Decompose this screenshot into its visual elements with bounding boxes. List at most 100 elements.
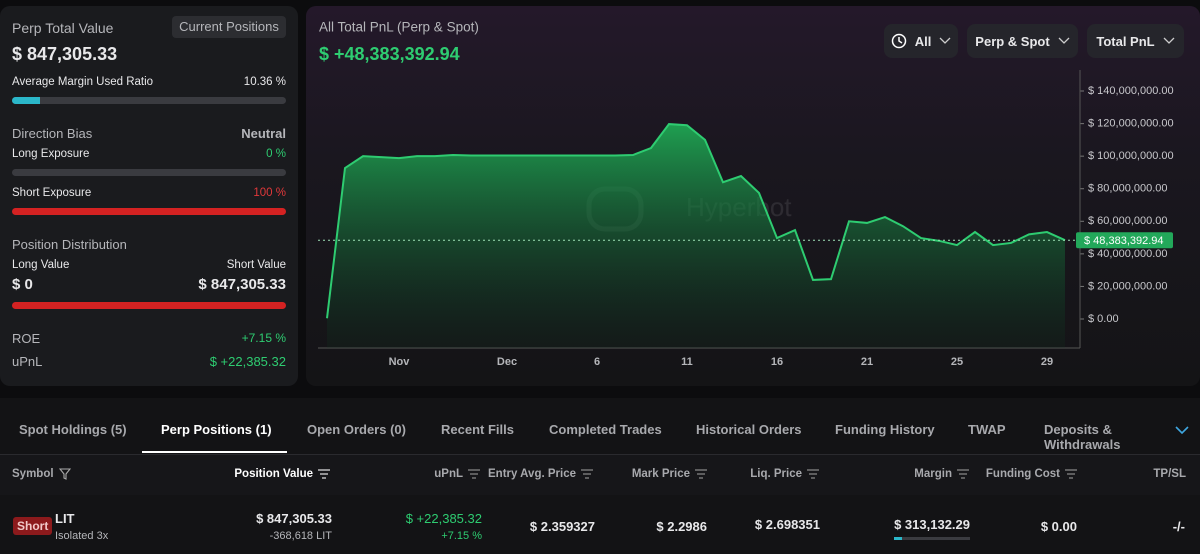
y-tick-label: $ 60,000,000.00 bbox=[1088, 215, 1168, 227]
range-button[interactable]: All bbox=[884, 24, 958, 58]
sort-icon bbox=[957, 469, 969, 479]
value: $ +22,385.32 bbox=[209, 354, 286, 369]
label: Long Exposure bbox=[12, 148, 90, 160]
x-tick-label: 25 bbox=[951, 356, 963, 368]
cell: $ 2.2986 bbox=[656, 519, 707, 534]
tab[interactable]: Open Orders (0) bbox=[307, 422, 406, 437]
margin-bar bbox=[12, 97, 286, 104]
tab[interactable]: Funding History bbox=[835, 422, 935, 437]
x-tick-label: Dec bbox=[497, 356, 517, 368]
side-badge: Short bbox=[13, 517, 53, 535]
cell: -368,618 LIT bbox=[269, 530, 332, 542]
column-header: TP/SL bbox=[1153, 468, 1186, 480]
tab[interactable]: Recent Fills bbox=[441, 422, 514, 437]
value: 100 % bbox=[253, 187, 286, 199]
column-header[interactable]: Liq. Price bbox=[750, 468, 819, 480]
tab-active[interactable]: Perp Positions (1) bbox=[161, 422, 272, 437]
x-tick-label: 29 bbox=[1041, 356, 1053, 368]
tabs-expand-icon[interactable] bbox=[1174, 424, 1190, 436]
range-label: All bbox=[914, 33, 932, 49]
x-tick-label: 11 bbox=[681, 356, 693, 368]
column-label: Entry Avg. Price bbox=[488, 468, 576, 480]
short-bar bbox=[12, 208, 286, 215]
value: Neutral bbox=[241, 126, 286, 141]
current-positions-button[interactable]: Current Positions bbox=[172, 16, 286, 38]
x-tick-label: 6 bbox=[594, 356, 600, 368]
y-tick-label: $ 140,000,000.00 bbox=[1088, 85, 1174, 97]
market-label: Perp & Spot bbox=[975, 33, 1050, 49]
value: $ 847,305.33 bbox=[198, 276, 286, 293]
column-label: Position Value bbox=[234, 468, 313, 480]
y-tick-label: $ 120,000,000.00 bbox=[1088, 117, 1174, 129]
summary-panel: Perp Total Value Current Positions $ 847… bbox=[0, 6, 298, 386]
label: Short Exposure bbox=[12, 187, 92, 199]
label: Direction Bias bbox=[12, 126, 93, 141]
label: Long Value bbox=[12, 259, 70, 271]
chart-panel: All Total PnL (Perp & Spot) $ +48,383,39… bbox=[306, 6, 1200, 386]
value: 10.36 % bbox=[243, 76, 286, 88]
tab[interactable]: Completed Trades bbox=[549, 422, 662, 437]
cell: $ 2.698351 bbox=[754, 517, 820, 532]
y-tick-label: $ 20,000,000.00 bbox=[1088, 280, 1168, 292]
column-header[interactable]: uPnL bbox=[434, 468, 480, 480]
sort-icon bbox=[807, 469, 819, 479]
value: $ 0 bbox=[12, 276, 33, 293]
sort-icon bbox=[695, 469, 707, 479]
chevron bbox=[1058, 37, 1070, 44]
cell: +7.15 % bbox=[441, 530, 482, 542]
y-tick-label: $ 80,000,000.00 bbox=[1088, 183, 1168, 195]
area-fill bbox=[327, 124, 1065, 349]
long-bar bbox=[12, 169, 286, 176]
tab[interactable]: TWAP bbox=[968, 422, 1006, 437]
column-label: Symbol bbox=[12, 468, 54, 480]
y-tick-label: $ 100,000,000.00 bbox=[1088, 150, 1174, 162]
column-header[interactable]: Mark Price bbox=[632, 468, 707, 480]
label: Average Margin Used Ratio bbox=[12, 76, 154, 88]
chart-title: All Total PnL (Perp & Spot) bbox=[319, 20, 479, 35]
sort-icon bbox=[1065, 469, 1077, 479]
sort-icon bbox=[318, 469, 330, 479]
reference-label: $ 48,383,392.94 bbox=[1084, 235, 1164, 247]
value: +7.15 % bbox=[241, 331, 286, 345]
sort-icon bbox=[468, 469, 480, 479]
margin-mode: Isolated 3x bbox=[55, 530, 109, 542]
tab[interactable]: Spot Holdings (5) bbox=[19, 422, 127, 437]
label: Short Value bbox=[226, 259, 286, 271]
distribution-bar bbox=[12, 302, 286, 309]
column-header[interactable]: Funding Cost bbox=[986, 468, 1077, 480]
cell: $ 847,305.33 bbox=[256, 511, 332, 526]
filter-icon bbox=[58, 468, 71, 480]
column-header[interactable]: Symbol bbox=[12, 468, 71, 480]
column-label: Liq. Price bbox=[750, 468, 802, 480]
column-label: Funding Cost bbox=[985, 468, 1060, 480]
label: Position Distribution bbox=[12, 237, 127, 252]
cell: $ 0.00 bbox=[1040, 519, 1077, 534]
clock-icon bbox=[891, 33, 906, 49]
y-tick-label: $ 40,000,000.00 bbox=[1088, 248, 1168, 260]
label: uPnL bbox=[12, 354, 43, 369]
column-header[interactable]: Entry Avg. Price bbox=[488, 468, 593, 480]
x-tick-label: 16 bbox=[771, 356, 783, 368]
market-button[interactable]: Perp & Spot bbox=[967, 24, 1078, 58]
divider bbox=[0, 454, 1200, 455]
value: 0 % bbox=[266, 148, 286, 160]
chart-subtitle: $ +48,383,392.94 bbox=[319, 44, 460, 64]
symbol[interactable]: LIT bbox=[55, 511, 75, 526]
metric-label: Total PnL bbox=[1096, 33, 1155, 49]
margin-bar bbox=[894, 537, 970, 540]
cell: $ 2.359327 bbox=[529, 519, 595, 534]
cell: $ 313,132.29 bbox=[894, 517, 970, 532]
column-header[interactable]: Margin bbox=[914, 468, 969, 480]
chevron bbox=[939, 37, 951, 44]
metric-button[interactable]: Total PnL bbox=[1087, 24, 1184, 58]
table-header bbox=[0, 455, 1200, 495]
tab[interactable]: Historical Orders bbox=[696, 422, 802, 437]
value: $ 847,305.33 bbox=[12, 44, 118, 64]
tab-underline bbox=[142, 451, 287, 453]
column-header[interactable]: Position Value bbox=[234, 468, 330, 480]
x-tick-label: Nov bbox=[389, 356, 411, 368]
cell: $ +22,385.32 bbox=[405, 511, 482, 526]
tab[interactable]: Deposits & Withdrawals bbox=[1044, 422, 1121, 452]
area-line bbox=[326, 123, 1066, 319]
